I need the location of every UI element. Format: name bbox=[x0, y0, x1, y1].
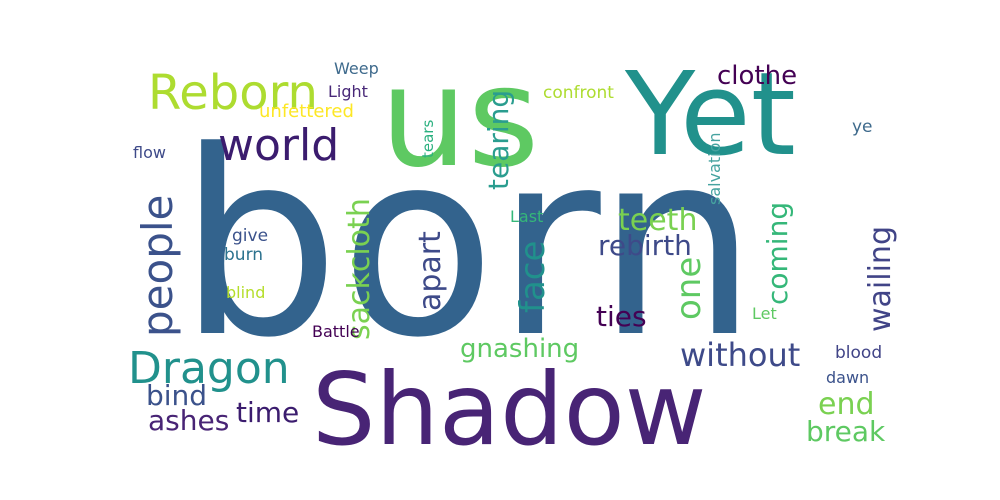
cloud-word: coming bbox=[761, 202, 794, 305]
cloud-word: world bbox=[218, 120, 339, 171]
cloud-word: Reborn bbox=[148, 65, 318, 121]
cloud-word: apart bbox=[413, 231, 448, 311]
cloud-word: tears bbox=[419, 120, 437, 158]
cloud-word: Weep bbox=[334, 59, 379, 78]
cloud-word: Shadow bbox=[312, 351, 707, 468]
cloud-word: time bbox=[236, 396, 299, 429]
cloud-word: wailing bbox=[863, 226, 898, 332]
cloud-word: sackcloth bbox=[342, 198, 377, 340]
cloud-word: Let bbox=[752, 304, 777, 323]
cloud-word: ye bbox=[852, 117, 873, 137]
cloud-word: rebirth bbox=[598, 229, 692, 262]
cloud-word: Light bbox=[328, 82, 368, 101]
cloud-word: clothe bbox=[717, 61, 797, 91]
cloud-word: give bbox=[232, 226, 268, 246]
cloud-word: Yet bbox=[624, 48, 796, 182]
cloud-word: salvation bbox=[705, 132, 724, 205]
cloud-word: break bbox=[806, 415, 886, 448]
cloud-word: face bbox=[513, 241, 553, 313]
cloud-word: Dragon bbox=[128, 343, 290, 394]
cloud-word: flow bbox=[133, 143, 166, 162]
cloud-word: blind bbox=[226, 283, 265, 302]
cloud-word: us bbox=[380, 37, 539, 198]
cloud-word: burn bbox=[224, 245, 263, 265]
cloud-word: people bbox=[133, 195, 182, 337]
cloud-word: without bbox=[680, 336, 800, 374]
cloud-word: blood bbox=[835, 343, 882, 363]
cloud-word: confront bbox=[543, 83, 614, 103]
cloud-word: ties bbox=[596, 300, 647, 333]
cloud-word: unfettered bbox=[259, 101, 354, 122]
cloud-word: ashes bbox=[148, 404, 229, 437]
cloud-word: Last bbox=[510, 207, 543, 226]
cloud-word: gnashing bbox=[460, 334, 579, 364]
cloud-word: Battle bbox=[312, 322, 360, 341]
cloud-word: one bbox=[669, 257, 709, 320]
cloud-word: bind bbox=[146, 379, 207, 412]
cloud-word: born bbox=[178, 97, 758, 394]
cloud-word: teeth bbox=[618, 203, 697, 238]
cloud-word: end bbox=[818, 387, 875, 422]
cloud-word: dawn bbox=[826, 368, 869, 387]
cloud-word: tearing bbox=[482, 90, 515, 190]
